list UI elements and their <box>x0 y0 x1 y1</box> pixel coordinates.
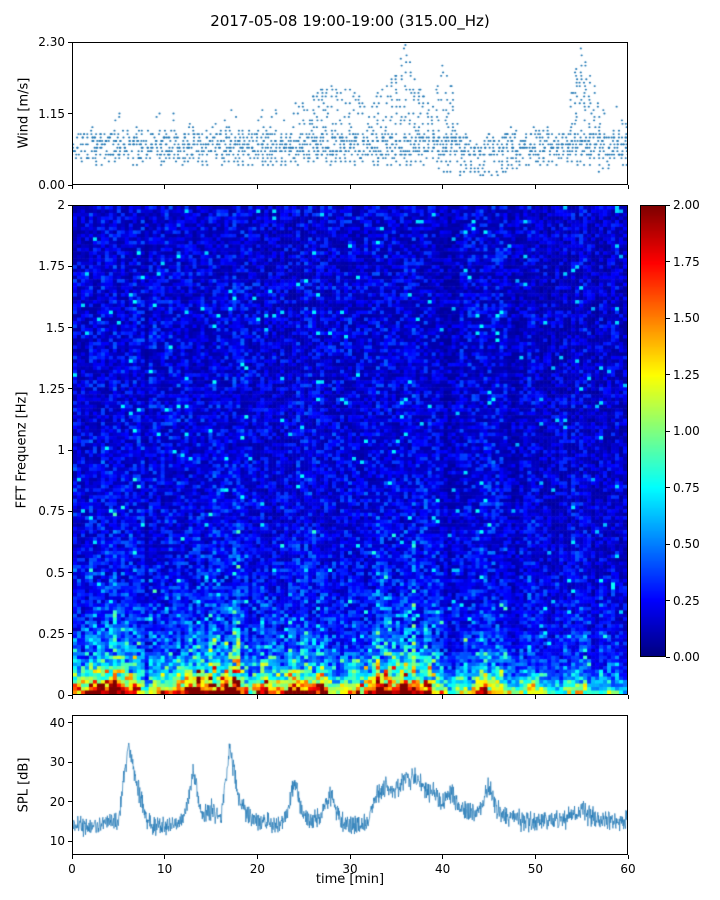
tick-mark <box>68 41 72 43</box>
colorbar-tick-label: 0.50 <box>673 537 700 551</box>
wind-scatter-plot <box>72 42 628 185</box>
tick-mark <box>534 185 536 189</box>
spl-line-plot <box>72 715 628 855</box>
tick-mark <box>534 855 536 859</box>
tick-mark <box>666 317 670 319</box>
tick-mark <box>68 113 72 114</box>
tick-mark <box>68 572 72 573</box>
tick-mark <box>442 855 444 859</box>
tick-mark <box>349 185 351 189</box>
colorbar-tick-label: 0.75 <box>673 480 700 495</box>
tick-mark <box>627 185 629 189</box>
tick-mark <box>68 327 72 328</box>
tick-mark <box>68 722 72 724</box>
tick-mark <box>666 487 670 488</box>
spectrogram-ytick-label: 0.75 <box>38 504 65 519</box>
spl-xtick-label: 60 <box>620 862 636 876</box>
spectrogram-y-axis-label: FFT Frequenz [Hz] <box>14 391 30 509</box>
tick-mark <box>349 695 351 699</box>
spl-ytick-label: 30 <box>49 755 65 770</box>
wind-scatter-canvas <box>73 43 627 184</box>
spl-line-canvas <box>73 716 627 854</box>
tick-mark <box>68 449 72 451</box>
colorbar-tick-label: 0.00 <box>673 650 700 664</box>
tick-mark <box>164 855 166 859</box>
tick-mark <box>68 510 72 512</box>
tick-mark <box>71 855 73 859</box>
tick-mark <box>256 185 258 189</box>
spl-ytick-label: 40 <box>49 715 65 730</box>
colorbar-tick-label: 1.00 <box>673 424 700 438</box>
spl-xtick-label: 20 <box>249 862 265 876</box>
wind-ytick-label: 0.00 <box>38 178 65 192</box>
spl-xtick-label: 30 <box>342 862 358 876</box>
spectrogram-ytick-label: 1.25 <box>38 381 65 396</box>
tick-mark <box>666 543 670 545</box>
colorbar-canvas <box>641 206 665 656</box>
tick-mark <box>666 374 670 375</box>
tick-mark <box>71 695 73 699</box>
tick-mark <box>164 695 166 699</box>
wind-ytick-label: 2.30 <box>38 35 65 49</box>
colorbar-tick-label: 1.25 <box>673 367 700 382</box>
tick-mark <box>71 185 73 189</box>
tick-mark <box>534 695 536 699</box>
wind-y-axis-label: Wind [m/s] <box>16 77 32 149</box>
colorbar-tick-label: 2.00 <box>673 198 700 212</box>
tick-mark <box>256 855 258 859</box>
tick-mark <box>666 430 670 432</box>
spectrogram-plot <box>72 205 628 695</box>
spl-xtick-label: 10 <box>157 862 173 876</box>
tick-mark <box>68 801 72 803</box>
tick-mark <box>68 184 72 186</box>
tick-mark <box>68 840 72 842</box>
spectrogram-ytick-label: 1 <box>57 443 65 457</box>
spectrogram-ytick-label: 0 <box>57 688 65 702</box>
tick-mark <box>442 185 444 189</box>
tick-mark <box>68 265 72 267</box>
tick-mark <box>627 855 629 859</box>
tick-mark <box>349 855 351 859</box>
tick-mark <box>68 204 72 206</box>
tick-mark <box>666 261 670 262</box>
spl-xtick-label: 40 <box>435 862 451 876</box>
colorbar-tick-label: 1.50 <box>673 311 700 325</box>
tick-mark <box>68 694 72 696</box>
tick-mark <box>666 600 670 601</box>
spectrogram-ytick-label: 1.5 <box>45 320 65 335</box>
tick-mark <box>164 185 166 189</box>
spl-y-axis-label: SPL [dB] <box>16 757 32 813</box>
spl-xtick-label: 50 <box>527 862 543 876</box>
spectrogram-ytick-label: 2 <box>57 198 65 212</box>
spectrogram-ytick-label: 1.75 <box>38 259 65 274</box>
spectrogram-ytick-label: 0.25 <box>38 626 65 641</box>
tick-mark <box>68 761 72 763</box>
spl-xtick-label: 0 <box>68 862 76 876</box>
wind-ytick-label: 1.15 <box>38 106 65 121</box>
tick-mark <box>68 633 72 635</box>
chart-title: 2017-05-08 19:00-19:00 (315.00_Hz) <box>210 12 490 30</box>
spectrogram-ytick-label: 0.5 <box>45 565 65 580</box>
tick-mark <box>256 695 258 699</box>
tick-mark <box>666 656 670 658</box>
spl-ytick-label: 10 <box>49 834 65 849</box>
tick-mark <box>627 695 629 699</box>
colorbar-tick-label: 0.25 <box>673 593 700 608</box>
spl-ytick-label: 20 <box>49 794 65 809</box>
tick-mark <box>666 204 670 206</box>
tick-mark <box>442 695 444 699</box>
colorbar-tick-label: 1.75 <box>673 254 700 269</box>
tick-mark <box>68 388 72 390</box>
x-axis-label: time [min] <box>315 872 385 887</box>
spectrogram-canvas <box>73 206 627 694</box>
colorbar <box>640 205 666 657</box>
